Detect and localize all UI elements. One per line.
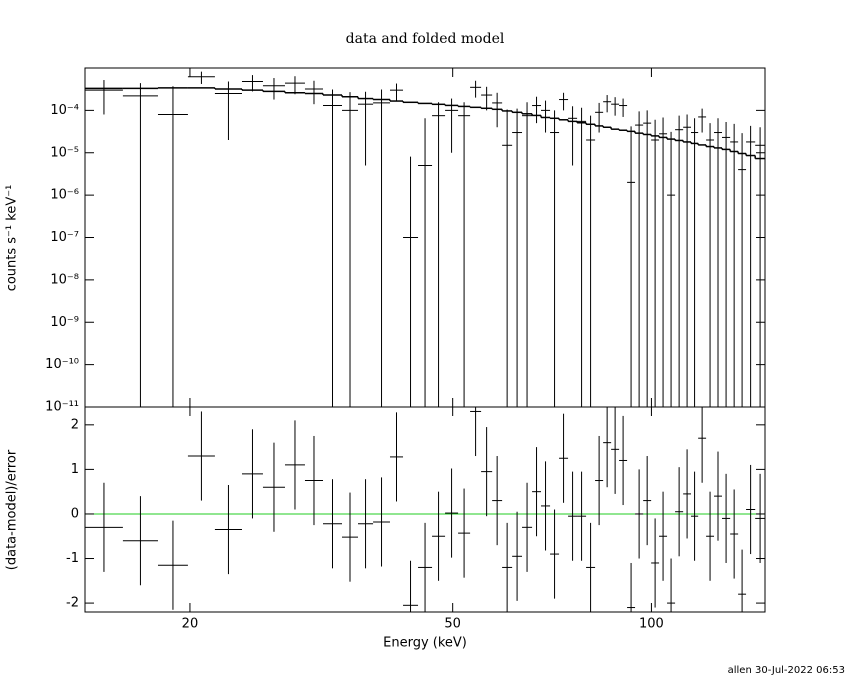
footer: allen 30-Jul-2022 06:53 [728, 665, 845, 676]
x-tick-label: 50 [444, 617, 461, 632]
x-tick-label: 100 [639, 617, 664, 632]
x-tick-label: 20 [182, 617, 199, 632]
y-tick-label: 10⁻¹¹ [45, 400, 79, 415]
y-tick-label: 10⁻⁹ [50, 315, 79, 330]
y-tick-label: 10⁻⁷ [50, 230, 79, 245]
y-tick-label: 2 [71, 417, 79, 432]
y-tick-label: 10⁻⁵ [50, 145, 79, 160]
y-axis-label: (data-model)/error [5, 449, 20, 570]
y-tick-label: 10⁻⁴ [50, 103, 79, 118]
y-axis-label: counts s⁻¹ keV⁻¹ [5, 185, 20, 292]
y-tick-label: 10⁻⁶ [50, 188, 79, 203]
plot-area [85, 71, 765, 407]
y-tick-label: 0 [71, 506, 79, 521]
y-tick-label: 1 [71, 462, 79, 477]
y-tick-label: 10⁻⁸ [50, 272, 79, 287]
y-tick-label: 10⁻¹⁰ [45, 357, 79, 372]
x-axis-label: Energy (keV) [383, 636, 467, 651]
y-tick-label: -2 [66, 596, 79, 611]
y-tick-label: -1 [66, 551, 79, 566]
plot-area [85, 407, 765, 612]
chart-title: data and folded model [346, 31, 505, 47]
